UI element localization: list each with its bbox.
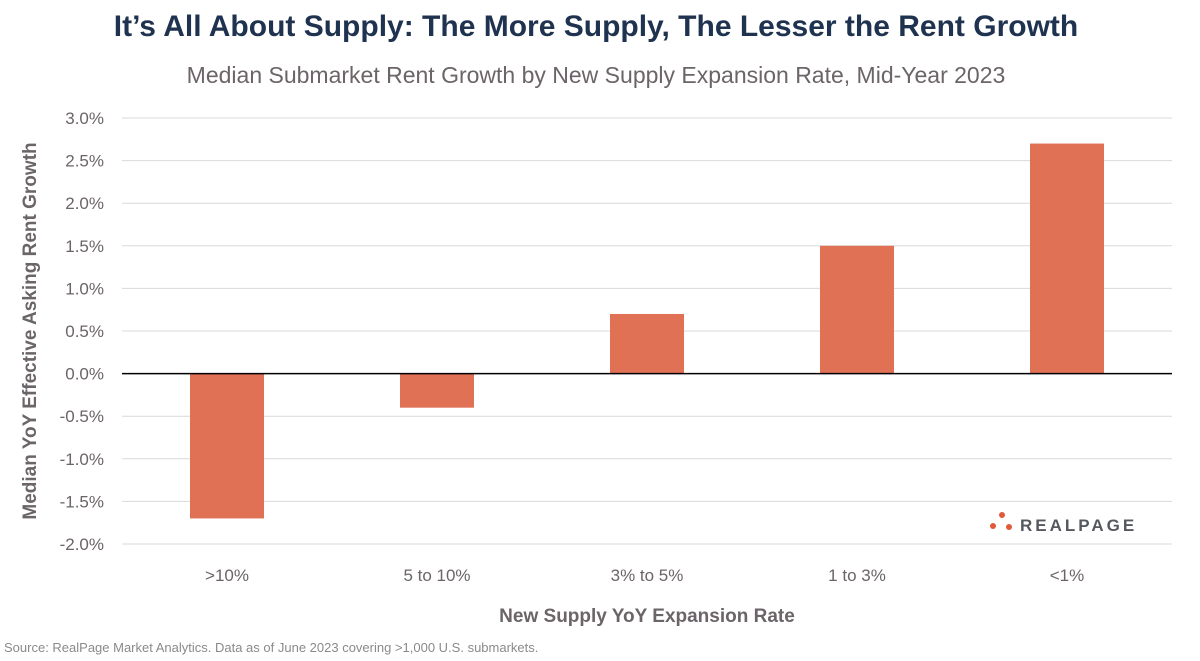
bar [190, 373, 264, 519]
logo-dot [990, 523, 996, 529]
y-tick-label: 2.5% [65, 152, 104, 171]
y-tick-label: -2.0% [60, 535, 104, 554]
x-tick-label: 3% to 5% [611, 566, 684, 585]
y-tick-label: -0.5% [60, 407, 104, 426]
y-tick-label: 0.5% [65, 322, 104, 341]
x-axis-label: New Supply YoY Expansion Rate [499, 606, 795, 627]
logo-dot [999, 512, 1005, 518]
x-tick-label: >10% [205, 566, 249, 585]
y-tick-label: 2.0% [65, 194, 104, 213]
y-axis-label: Median YoY Effective Asking Rent Growth [20, 142, 41, 519]
source-note: Source: RealPage Market Analytics. Data … [4, 640, 539, 655]
bar [610, 313, 684, 374]
bar [1030, 143, 1104, 374]
x-tick-label: <1% [1050, 566, 1085, 585]
y-tick-label: 1.0% [65, 279, 104, 298]
x-tick-label: 1 to 3% [828, 566, 886, 585]
bar [820, 245, 894, 374]
x-tick-label: 5 to 10% [403, 566, 470, 585]
y-tick-label: 0.0% [65, 365, 104, 384]
logo-text: REALPAGE [1020, 516, 1137, 535]
chart-title: It’s All About Supply: The More Supply, … [113, 10, 1079, 43]
bar [400, 373, 474, 408]
chart-subtitle: Median Submarket Rent Growth by New Supp… [186, 62, 1006, 88]
y-tick-label: 1.5% [65, 237, 104, 256]
realpage-logo: REALPAGE [990, 512, 1137, 535]
y-tick-label: -1.5% [60, 492, 104, 511]
logo-dot [1006, 524, 1012, 530]
y-tick-label: 3.0% [65, 109, 104, 128]
y-tick-label: -1.0% [60, 450, 104, 469]
